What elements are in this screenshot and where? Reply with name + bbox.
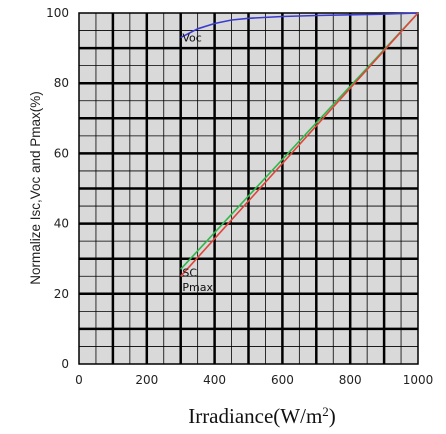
annotation-label: Voc [182,32,201,45]
annotation-label: SC [182,267,197,280]
annotation-label: Pmax [182,281,213,294]
y-tick-label: 80 [54,76,69,90]
x-axis-label-superscript: 2 [322,404,329,419]
y-tick-label: 100 [46,6,69,20]
series-layer [180,12,419,277]
y-tick-label: 60 [54,146,69,160]
tick-labels: 0 200 400 600 800 1000 0 20 40 60 80 100 [46,6,433,387]
x-tick-label: 200 [135,373,158,387]
y-axis-label: Normalize Isc,Voc and Pmax(%) [28,91,43,285]
series-line-voc [180,12,419,39]
x-tick-label: 0 [75,373,83,387]
x-tick-label: 1000 [403,373,434,387]
plot-border [78,12,419,365]
x-tick-label: 400 [203,373,226,387]
grid [79,13,418,364]
series-line-pmax [180,12,419,277]
x-tick-label: 600 [271,373,294,387]
x-axis-label-main: Irradiance(W/m [188,404,322,428]
x-axis-label-suffix: ) [329,404,336,428]
x-axis-label: Irradiance(W/m2) [188,404,336,429]
y-tick-label: 40 [54,217,69,231]
y-tick-label: 20 [54,287,69,301]
x-tick-label: 800 [339,373,362,387]
y-tick-label: 0 [61,357,69,371]
